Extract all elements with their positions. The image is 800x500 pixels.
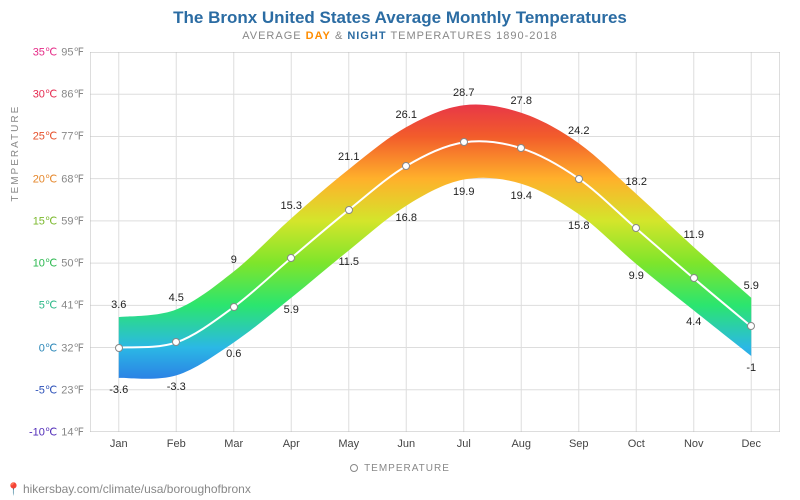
y-tick: 25℃77℉ [23, 130, 84, 143]
x-tick: Aug [511, 438, 531, 450]
y-tick: -5℃23℉ [23, 383, 84, 396]
data-marker [517, 144, 525, 152]
plot-area: JanFebMarAprMayJunJulAugSepOctNovDec3.64… [90, 52, 780, 432]
value-label: 5.9 [284, 304, 299, 316]
data-marker [402, 162, 410, 170]
x-tick: Jun [397, 438, 415, 450]
y-tick: -10℃14℉ [23, 426, 84, 439]
value-label: 15.3 [281, 200, 302, 212]
data-marker [690, 274, 698, 282]
y-tick: 0℃32℉ [23, 341, 84, 354]
value-label: 19.4 [511, 190, 532, 202]
value-label: -1 [746, 362, 756, 374]
value-label: 4.5 [169, 292, 184, 304]
value-label: 28.7 [453, 87, 474, 99]
chart-title: The Bronx United States Average Monthly … [0, 8, 800, 28]
value-label: 15.8 [568, 220, 589, 232]
chart-subtitle: AVERAGE DAY & NIGHT TEMPERATURES 1890-20… [0, 30, 800, 42]
value-label: 9 [231, 254, 237, 266]
x-tick: Oct [628, 438, 645, 450]
data-marker [287, 254, 295, 262]
x-tick: Apr [283, 438, 300, 450]
value-label: 5.9 [744, 280, 759, 292]
value-label: 26.1 [396, 109, 417, 121]
y-tick: 30℃86℉ [23, 88, 84, 101]
value-label: 16.8 [396, 212, 417, 224]
y-tick: 5℃41℉ [23, 299, 84, 312]
subtitle-prefix: AVERAGE [242, 30, 301, 42]
value-label: 3.6 [111, 299, 126, 311]
x-tick: May [338, 438, 359, 450]
x-tick: Nov [684, 438, 704, 450]
value-label: 27.8 [511, 95, 532, 107]
value-label: 4.4 [686, 316, 701, 328]
subtitle-amp: & [335, 30, 343, 42]
value-label: 21.1 [338, 151, 359, 163]
map-pin-icon: 📍 [6, 482, 21, 496]
legend-label: TEMPERATURE [364, 463, 450, 474]
data-marker [172, 338, 180, 346]
data-marker [460, 138, 468, 146]
value-label: 11.5 [338, 256, 359, 268]
x-tick: Mar [224, 438, 243, 450]
data-marker [230, 303, 238, 311]
value-label: 0.6 [226, 348, 241, 360]
y-tick: 10℃50℉ [23, 257, 84, 270]
chart-svg [90, 52, 780, 432]
data-marker [575, 175, 583, 183]
data-marker [747, 322, 755, 330]
y-tick: 20℃68℉ [23, 172, 84, 185]
value-label: 11.9 [683, 229, 704, 241]
x-tick: Sep [569, 438, 589, 450]
y-tick: 35℃95℉ [23, 46, 84, 59]
y-tick: 15℃59℉ [23, 214, 84, 227]
value-label: 9.9 [629, 270, 644, 282]
data-marker [115, 344, 123, 352]
data-marker [632, 224, 640, 232]
value-label: 18.2 [626, 176, 647, 188]
value-label: 24.2 [568, 125, 589, 137]
x-tick: Dec [741, 438, 761, 450]
subtitle-day: DAY [306, 30, 331, 42]
data-marker [345, 206, 353, 214]
x-tick: Feb [167, 438, 186, 450]
attribution-text: hikersbay.com/climate/usa/boroughofbronx [23, 482, 251, 496]
value-label: -3.6 [109, 384, 128, 396]
subtitle-suffix: TEMPERATURES 1890-2018 [390, 30, 557, 42]
value-label: 19.9 [453, 186, 474, 198]
attribution: 📍hikersbay.com/climate/usa/boroughofbron… [6, 482, 251, 496]
y-axis-label: TEMPERATURE [10, 105, 21, 202]
subtitle-night: NIGHT [347, 30, 386, 42]
legend-marker-icon [350, 464, 358, 472]
legend: TEMPERATURE [0, 463, 800, 474]
x-tick: Jan [110, 438, 128, 450]
x-tick: Jul [457, 438, 471, 450]
temperature-chart: The Bronx United States Average Monthly … [0, 0, 800, 500]
value-label: -3.3 [167, 381, 186, 393]
temperature-band [119, 104, 752, 378]
